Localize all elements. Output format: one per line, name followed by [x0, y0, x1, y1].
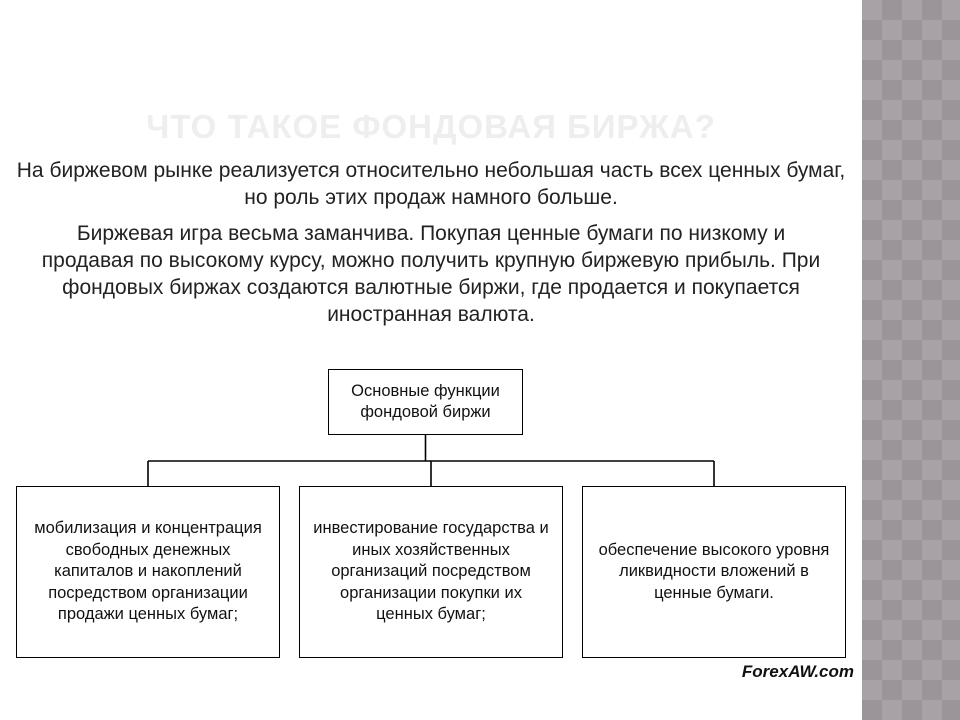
watermark: ForexAW.com: [742, 662, 854, 682]
diagram-root-box: Основные функции фондовой биржи: [328, 369, 523, 435]
side-pattern: [862, 0, 960, 720]
page-title: ЧТО ТАКОЕ ФОНДОВАЯ БИРЖА?: [0, 108, 862, 146]
diagram-child-box: мобилизация и концентрация свободных ден…: [16, 486, 280, 658]
intro-paragraph-1: На биржевом рынке реализуется относитель…: [14, 158, 848, 212]
diagram-child-box: обеспечение высокого уровня ликвидности …: [582, 486, 846, 658]
diagram-connectors: [16, 435, 846, 493]
content-area: ЧТО ТАКОЕ ФОНДОВАЯ БИРЖА? На биржевом ры…: [0, 0, 862, 720]
intro-paragraph-2: Биржевая игра весьма заманчива. Покупая …: [34, 221, 828, 329]
diagram-children-row: мобилизация и концентрация свободных ден…: [16, 486, 846, 658]
diagram-child-box: инвестирование государства и иных хозяйс…: [299, 486, 563, 658]
